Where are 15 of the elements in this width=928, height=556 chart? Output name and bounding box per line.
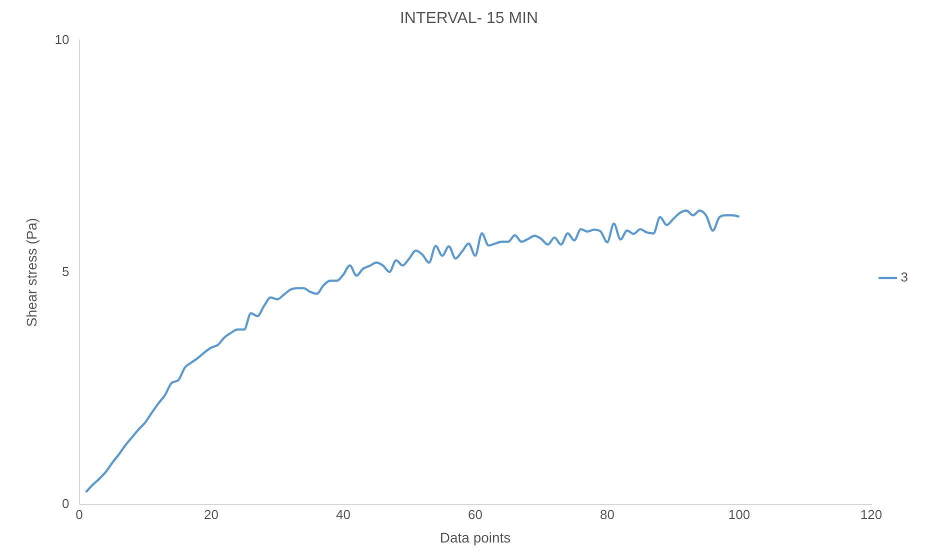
legend-label: 3 (900, 270, 908, 285)
line-series (84, 210, 740, 494)
y-tick-label: 0 (62, 496, 70, 512)
x-tick-label: 120 (860, 506, 882, 522)
x-tick-label: 60 (468, 506, 482, 522)
x-tick-label: 40 (336, 506, 350, 522)
y-axis-title: Shear stress (Pa) (23, 218, 40, 327)
x-tick-label: 20 (204, 506, 218, 522)
x-tick-label: 100 (728, 506, 750, 522)
chart-title: INTERVAL- 15 MIN (400, 10, 538, 28)
y-tick-label: 10 (54, 32, 70, 47)
x-axis-title: Data points (440, 529, 511, 546)
x-tick-label: 0 (76, 506, 83, 522)
y-tick-label: 5 (62, 264, 70, 279)
x-tick-label: 80 (600, 506, 614, 522)
